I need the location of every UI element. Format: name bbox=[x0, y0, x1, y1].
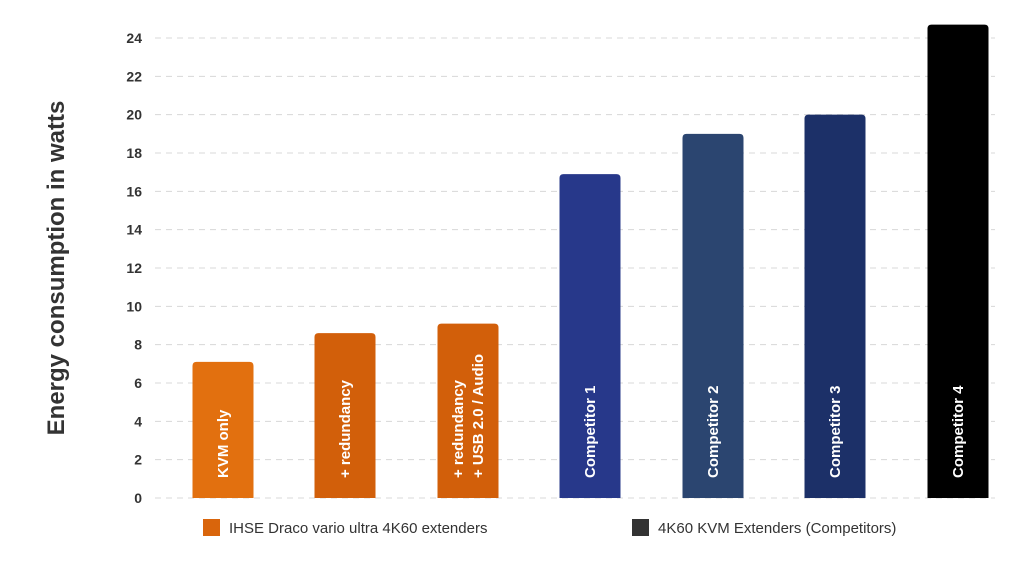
bar-label: + USB 2.0 / Audio bbox=[470, 354, 487, 478]
legend-label: 4K60 KVM Extenders (Competitors) bbox=[658, 520, 896, 537]
bar bbox=[437, 323, 499, 498]
y-tick-label: 18 bbox=[126, 145, 142, 161]
y-tick-label: 6 bbox=[134, 375, 142, 391]
y-tick-label: 16 bbox=[126, 183, 142, 199]
y-tick-label: 10 bbox=[126, 298, 142, 314]
y-tick-label: 14 bbox=[126, 222, 142, 238]
y-tick-label: 2 bbox=[134, 452, 142, 468]
legend-swatch bbox=[632, 519, 649, 536]
legend-swatch bbox=[203, 519, 220, 536]
bar-label: Competitor 2 bbox=[705, 385, 722, 478]
y-tick-label: 8 bbox=[134, 337, 142, 353]
legend-label: IHSE Draco vario ultra 4K60 extenders bbox=[229, 520, 487, 537]
bar-label: Competitor 1 bbox=[582, 385, 599, 478]
y-tick-label: 0 bbox=[134, 490, 142, 506]
y-tick-label: 20 bbox=[126, 107, 142, 123]
y-tick-label: 24 bbox=[126, 30, 142, 46]
bar bbox=[927, 24, 989, 498]
y-axis-label: Energy consumption in watts bbox=[43, 101, 70, 436]
y-tick-label: 12 bbox=[126, 260, 142, 276]
bar-label: KVM only bbox=[215, 409, 232, 478]
bar-label: + redundancy bbox=[337, 379, 354, 478]
bar-label: Competitor 4 bbox=[950, 385, 967, 478]
bar bbox=[314, 333, 376, 498]
bar bbox=[804, 114, 866, 499]
bar-label: Competitor 3 bbox=[827, 385, 844, 478]
bar bbox=[682, 133, 744, 499]
bar bbox=[559, 174, 621, 499]
y-tick-label: 4 bbox=[134, 413, 142, 429]
y-tick-label: 22 bbox=[126, 68, 142, 84]
bar-label: + redundancy bbox=[450, 379, 467, 478]
bar bbox=[192, 361, 254, 498]
